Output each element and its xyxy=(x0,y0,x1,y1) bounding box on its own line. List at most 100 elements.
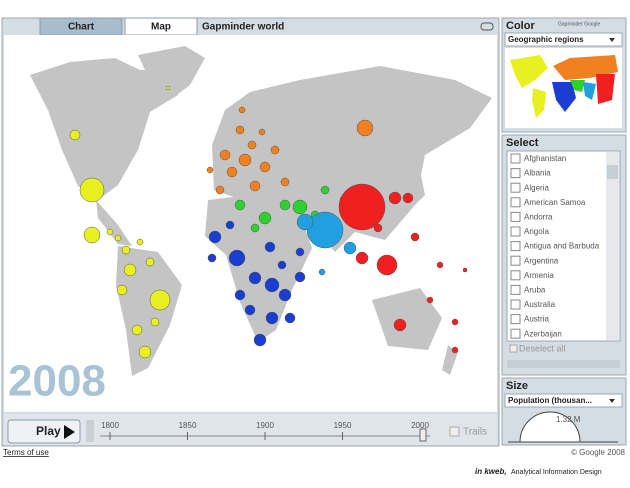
speed-control[interactable] xyxy=(86,420,94,442)
country-bubble[interactable] xyxy=(238,106,246,114)
country-bubble[interactable] xyxy=(225,220,235,230)
country-bubble[interactable] xyxy=(338,183,386,231)
region-south-asia[interactable] xyxy=(583,82,596,100)
country-name[interactable]: Argentina xyxy=(524,256,559,265)
country-bubble[interactable] xyxy=(402,192,414,204)
country-checkbox[interactable] xyxy=(510,270,521,281)
country-bubble[interactable] xyxy=(138,345,152,359)
country-bubble[interactable] xyxy=(284,312,296,324)
region-east-asia[interactable] xyxy=(596,74,615,104)
country-bubble[interactable] xyxy=(426,296,434,304)
country-bubble[interactable] xyxy=(264,277,280,293)
country-bubble[interactable] xyxy=(83,226,101,244)
country-name[interactable]: American Samoa xyxy=(524,198,586,207)
dropdown-arrow[interactable] xyxy=(609,38,615,42)
country-bubble[interactable] xyxy=(295,247,305,257)
country-bubble[interactable] xyxy=(79,177,105,203)
scroll-thumb[interactable] xyxy=(607,165,618,179)
country-bubble[interactable] xyxy=(393,318,407,332)
select-slider[interactable] xyxy=(507,360,620,368)
country-bubble[interactable] xyxy=(215,185,225,195)
terms-link[interactable]: Terms of use xyxy=(3,448,49,457)
size-dropdown-label[interactable]: Population (thousan... xyxy=(508,396,592,405)
country-bubble[interactable] xyxy=(248,271,262,285)
country-bubble[interactable] xyxy=(436,261,444,269)
country-checkbox[interactable] xyxy=(510,197,521,208)
play-button[interactable] xyxy=(7,419,81,444)
country-bubble[interactable] xyxy=(131,324,143,336)
country-bubble[interactable] xyxy=(451,318,459,326)
country-name[interactable]: Angola xyxy=(524,227,549,236)
region-americas-north[interactable] xyxy=(510,55,548,88)
country-bubble[interactable] xyxy=(150,317,160,327)
country-bubble[interactable] xyxy=(136,238,144,246)
country-bubble[interactable] xyxy=(234,289,246,301)
country-bubble[interactable] xyxy=(356,119,374,137)
country-name[interactable]: Armenia xyxy=(524,271,554,280)
country-bubble[interactable] xyxy=(355,251,369,265)
color-dropdown-label[interactable]: Geographic regions xyxy=(508,35,584,44)
map-tab-label[interactable]: Map xyxy=(151,22,171,33)
deselect-checkbox[interactable] xyxy=(509,344,518,353)
trails-label[interactable]: Trails xyxy=(463,427,487,438)
list-scrollbar[interactable] xyxy=(606,152,619,340)
country-bubble[interactable] xyxy=(69,129,81,141)
country-checkbox[interactable] xyxy=(510,255,521,266)
country-bubble[interactable] xyxy=(234,199,246,211)
country-bubble[interactable] xyxy=(249,180,261,192)
country-bubble[interactable] xyxy=(206,166,214,174)
country-bubble[interactable] xyxy=(226,166,238,178)
country-bubble[interactable] xyxy=(207,253,217,263)
country-bubble[interactable] xyxy=(451,346,459,354)
country-bubble[interactable] xyxy=(165,85,171,91)
country-bubble[interactable] xyxy=(343,241,357,255)
region-europe[interactable] xyxy=(553,55,618,80)
country-bubble[interactable] xyxy=(278,288,292,302)
country-bubble[interactable] xyxy=(235,125,245,135)
country-bubble[interactable] xyxy=(270,145,280,155)
trails-checkbox[interactable] xyxy=(449,426,460,437)
country-bubble[interactable] xyxy=(306,211,344,249)
country-name[interactable]: Antigua and Barbuda xyxy=(524,242,600,251)
country-checkbox[interactable] xyxy=(510,241,521,252)
country-bubble[interactable] xyxy=(294,271,306,283)
country-checkbox[interactable] xyxy=(510,211,521,222)
country-checkbox[interactable] xyxy=(510,328,521,339)
country-bubble[interactable] xyxy=(123,263,137,277)
country-checkbox[interactable] xyxy=(510,153,521,164)
chart-tab-label[interactable]: Chart xyxy=(68,22,95,33)
country-bubble[interactable] xyxy=(280,177,290,187)
country-name[interactable]: Aruba xyxy=(524,286,546,295)
country-bubble[interactable] xyxy=(265,311,279,325)
country-name[interactable]: Austria xyxy=(524,315,549,324)
country-bubble[interactable] xyxy=(318,268,326,276)
country-bubble[interactable] xyxy=(228,249,246,267)
timeline-handle[interactable] xyxy=(419,428,427,442)
country-checkbox[interactable] xyxy=(510,299,521,310)
region-africa[interactable] xyxy=(552,82,576,112)
region-middle-east[interactable] xyxy=(570,80,585,92)
country-bubble[interactable] xyxy=(279,199,291,211)
country-bubble[interactable] xyxy=(462,267,468,273)
country-bubble[interactable] xyxy=(250,223,260,233)
country-checkbox[interactable] xyxy=(510,182,521,193)
country-name[interactable]: Algeria xyxy=(524,183,549,192)
country-bubble[interactable] xyxy=(253,333,267,347)
country-checkbox[interactable] xyxy=(510,314,521,325)
country-bubble[interactable] xyxy=(116,284,128,296)
country-name[interactable]: Australia xyxy=(524,300,556,309)
country-bubble[interactable] xyxy=(376,254,398,276)
country-bubble[interactable] xyxy=(410,232,420,242)
deselect-label[interactable]: Deselect all xyxy=(519,343,566,353)
link-icon[interactable] xyxy=(480,22,494,31)
play-icon[interactable] xyxy=(64,425,75,439)
country-bubble[interactable] xyxy=(106,228,114,236)
color-dropdown[interactable] xyxy=(504,32,623,47)
country-checkbox[interactable] xyxy=(510,284,521,295)
country-bubble[interactable] xyxy=(208,230,222,244)
country-bubble[interactable] xyxy=(388,191,402,205)
country-name[interactable]: Albania xyxy=(524,169,551,178)
country-name[interactable]: Andorra xyxy=(524,213,553,222)
country-name[interactable]: Azerbaijan xyxy=(524,329,562,338)
country-bubble[interactable] xyxy=(373,223,383,233)
